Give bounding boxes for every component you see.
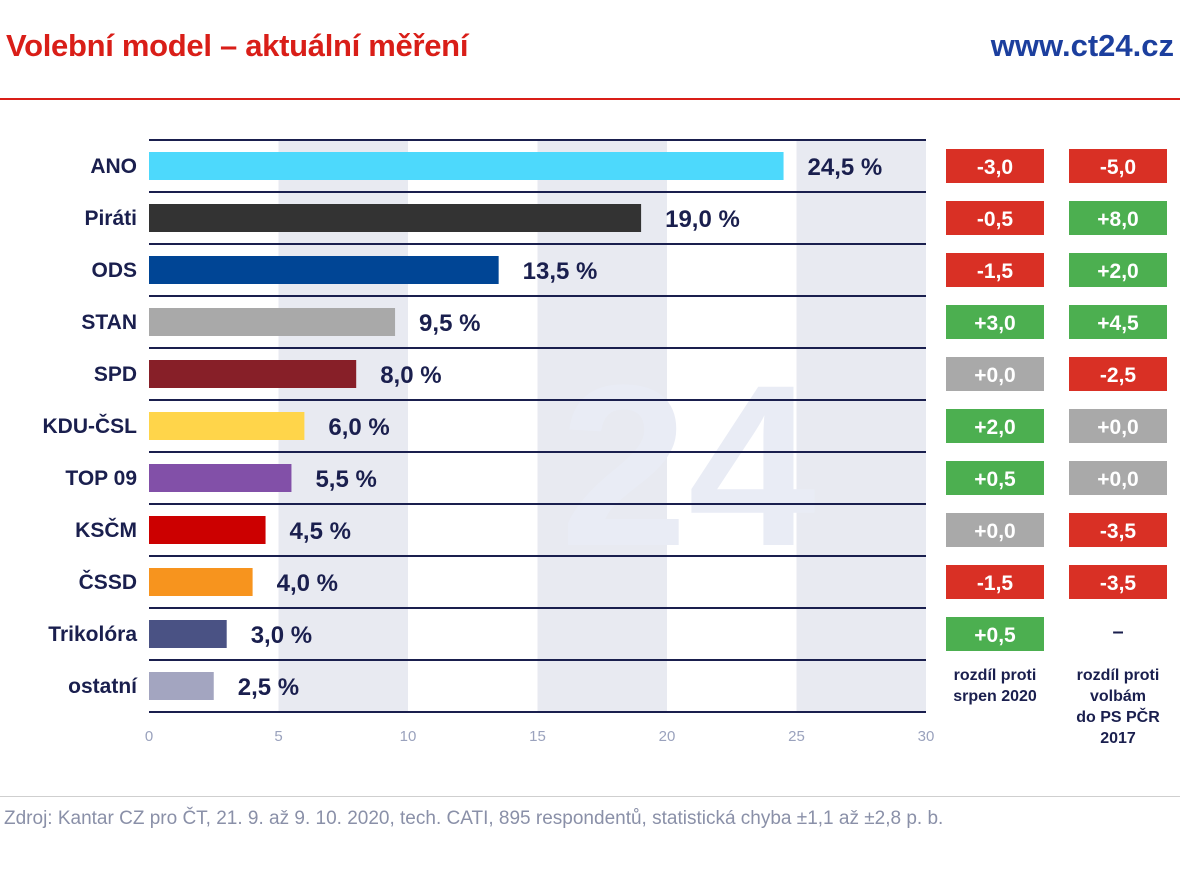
bar: [149, 464, 292, 492]
change-2020-badge: [946, 461, 1044, 495]
bar: [149, 620, 227, 648]
change-2020-badge: [946, 565, 1044, 599]
bar: [149, 412, 305, 440]
change-2017-badge: [1069, 409, 1167, 443]
change-2020-badge: [946, 305, 1044, 339]
change-2017-badge: [1069, 461, 1167, 495]
change-2020-value: +0,5: [974, 468, 1016, 491]
caption-change-2017-line: 2017: [1100, 730, 1136, 747]
category-label: STAN: [81, 311, 137, 334]
change-2020-value: +2,0: [974, 416, 1015, 439]
value-label: 24,5 %: [808, 154, 883, 181]
caption-change-2017-line: rozdíl proti: [1077, 667, 1160, 684]
change-2020-value: -1,5: [977, 260, 1014, 283]
change-2020-badge: [946, 409, 1044, 443]
header-divider: [0, 98, 1180, 100]
value-label: 6,0 %: [328, 414, 389, 441]
x-tick-label: 0: [145, 728, 153, 745]
change-2017-badge: [1069, 513, 1167, 547]
change-2020-badge: [946, 513, 1044, 547]
caption-change-2020-line: rozdíl proti: [954, 667, 1037, 684]
bar: [149, 256, 499, 284]
value-label: 5,5 %: [315, 466, 376, 493]
bar: [149, 152, 784, 180]
change-2020-value: -0,5: [977, 208, 1014, 231]
category-label: ostatní: [68, 675, 138, 698]
x-tick-label: 20: [659, 728, 676, 745]
bar: [149, 308, 396, 336]
category-label: ODS: [91, 259, 137, 282]
change-2017-value: -3,5: [1100, 520, 1137, 543]
change-2020-badge: [946, 201, 1044, 235]
category-label: Piráti: [84, 207, 137, 230]
bar: [149, 360, 357, 388]
change-2017-badge: [1069, 357, 1167, 391]
category-label: ANO: [90, 155, 137, 178]
page-title: Volební model – aktuální měření: [6, 28, 469, 63]
x-tick-label: 15: [529, 728, 546, 745]
footer-divider: [0, 796, 1180, 797]
caption-change-2020-line: srpen 2020: [953, 688, 1037, 705]
change-2017-value: +4,5: [1097, 312, 1139, 335]
change-2017-value: -3,5: [1100, 572, 1137, 595]
value-label: 3,0 %: [251, 622, 312, 649]
change-2017-badge: [1069, 253, 1167, 287]
change-2017-badge: [1069, 149, 1167, 183]
category-label: KSČM: [75, 518, 137, 542]
change-2017-badge: [1069, 201, 1167, 235]
bar-chart: 24 ANO 24,5 % Piráti 19,0 % ODS 13,5 % STAN 9,5…: [43, 139, 1167, 747]
category-label: KDU-ČSL: [43, 414, 138, 438]
category-label: SPD: [94, 363, 137, 386]
x-tick-label: 5: [274, 728, 282, 745]
change-2020-value: +0,0: [974, 520, 1015, 543]
bar: [149, 672, 214, 700]
caption-change-2017-line: do PS PČR: [1076, 707, 1160, 726]
value-label: 4,0 %: [277, 570, 338, 597]
change-2020-value: +3,0: [974, 312, 1015, 335]
value-label: 13,5 %: [523, 258, 598, 285]
change-2020-badge: [946, 617, 1044, 651]
change-2017-badge: [1069, 565, 1167, 599]
change-2017-value: -5,0: [1100, 156, 1136, 179]
change-2017-value: +8,0: [1097, 208, 1138, 231]
bar: [149, 516, 266, 544]
change-2020-badge: [946, 357, 1044, 391]
value-label: 4,5 %: [290, 518, 351, 545]
bar: [149, 204, 642, 232]
change-2017-value: -2,5: [1100, 364, 1137, 387]
change-2017-value: +0,0: [1097, 468, 1138, 491]
bar: [149, 568, 253, 596]
source-note: Zdroj: Kantar CZ pro ČT, 21. 9. až 9. 10…: [4, 808, 944, 829]
change-2020-value: +0,5: [974, 624, 1016, 647]
change-2020-value: +0,0: [974, 364, 1015, 387]
change-2020-badge: [946, 149, 1044, 183]
change-2017-badge: [1069, 305, 1167, 339]
caption-change-2017: rozdíl proti volbám do PS PČR 2017: [1076, 667, 1160, 747]
grid-band: [537, 140, 667, 712]
category-label: Trikolóra: [48, 623, 137, 646]
category-label: ČSSD: [79, 570, 137, 594]
caption-change-2017-line: volbám: [1090, 688, 1146, 705]
category-label: TOP 09: [65, 467, 137, 490]
value-label: 2,5 %: [238, 674, 299, 701]
caption-change-2020: rozdíl proti srpen 2020: [953, 667, 1037, 705]
value-label: 9,5 %: [419, 310, 480, 337]
change-2017-value: +2,0: [1097, 260, 1138, 283]
watermark-text: 24: [560, 337, 816, 594]
x-tick-label: 30: [918, 728, 935, 745]
change-2020-value: -3,0: [977, 156, 1013, 179]
change-2020-badge: [946, 253, 1044, 287]
value-label: 8,0 %: [380, 362, 441, 389]
site-url[interactable]: www.ct24.cz: [990, 28, 1174, 63]
x-tick-label: 10: [400, 728, 417, 745]
x-tick-label: 25: [788, 728, 805, 745]
change-2017-value: +0,0: [1097, 416, 1138, 439]
change-2020-value: -1,5: [977, 572, 1014, 595]
value-label: 19,0 %: [665, 206, 740, 233]
grid-band: [796, 140, 926, 712]
change-2017-empty: –: [1112, 621, 1123, 643]
